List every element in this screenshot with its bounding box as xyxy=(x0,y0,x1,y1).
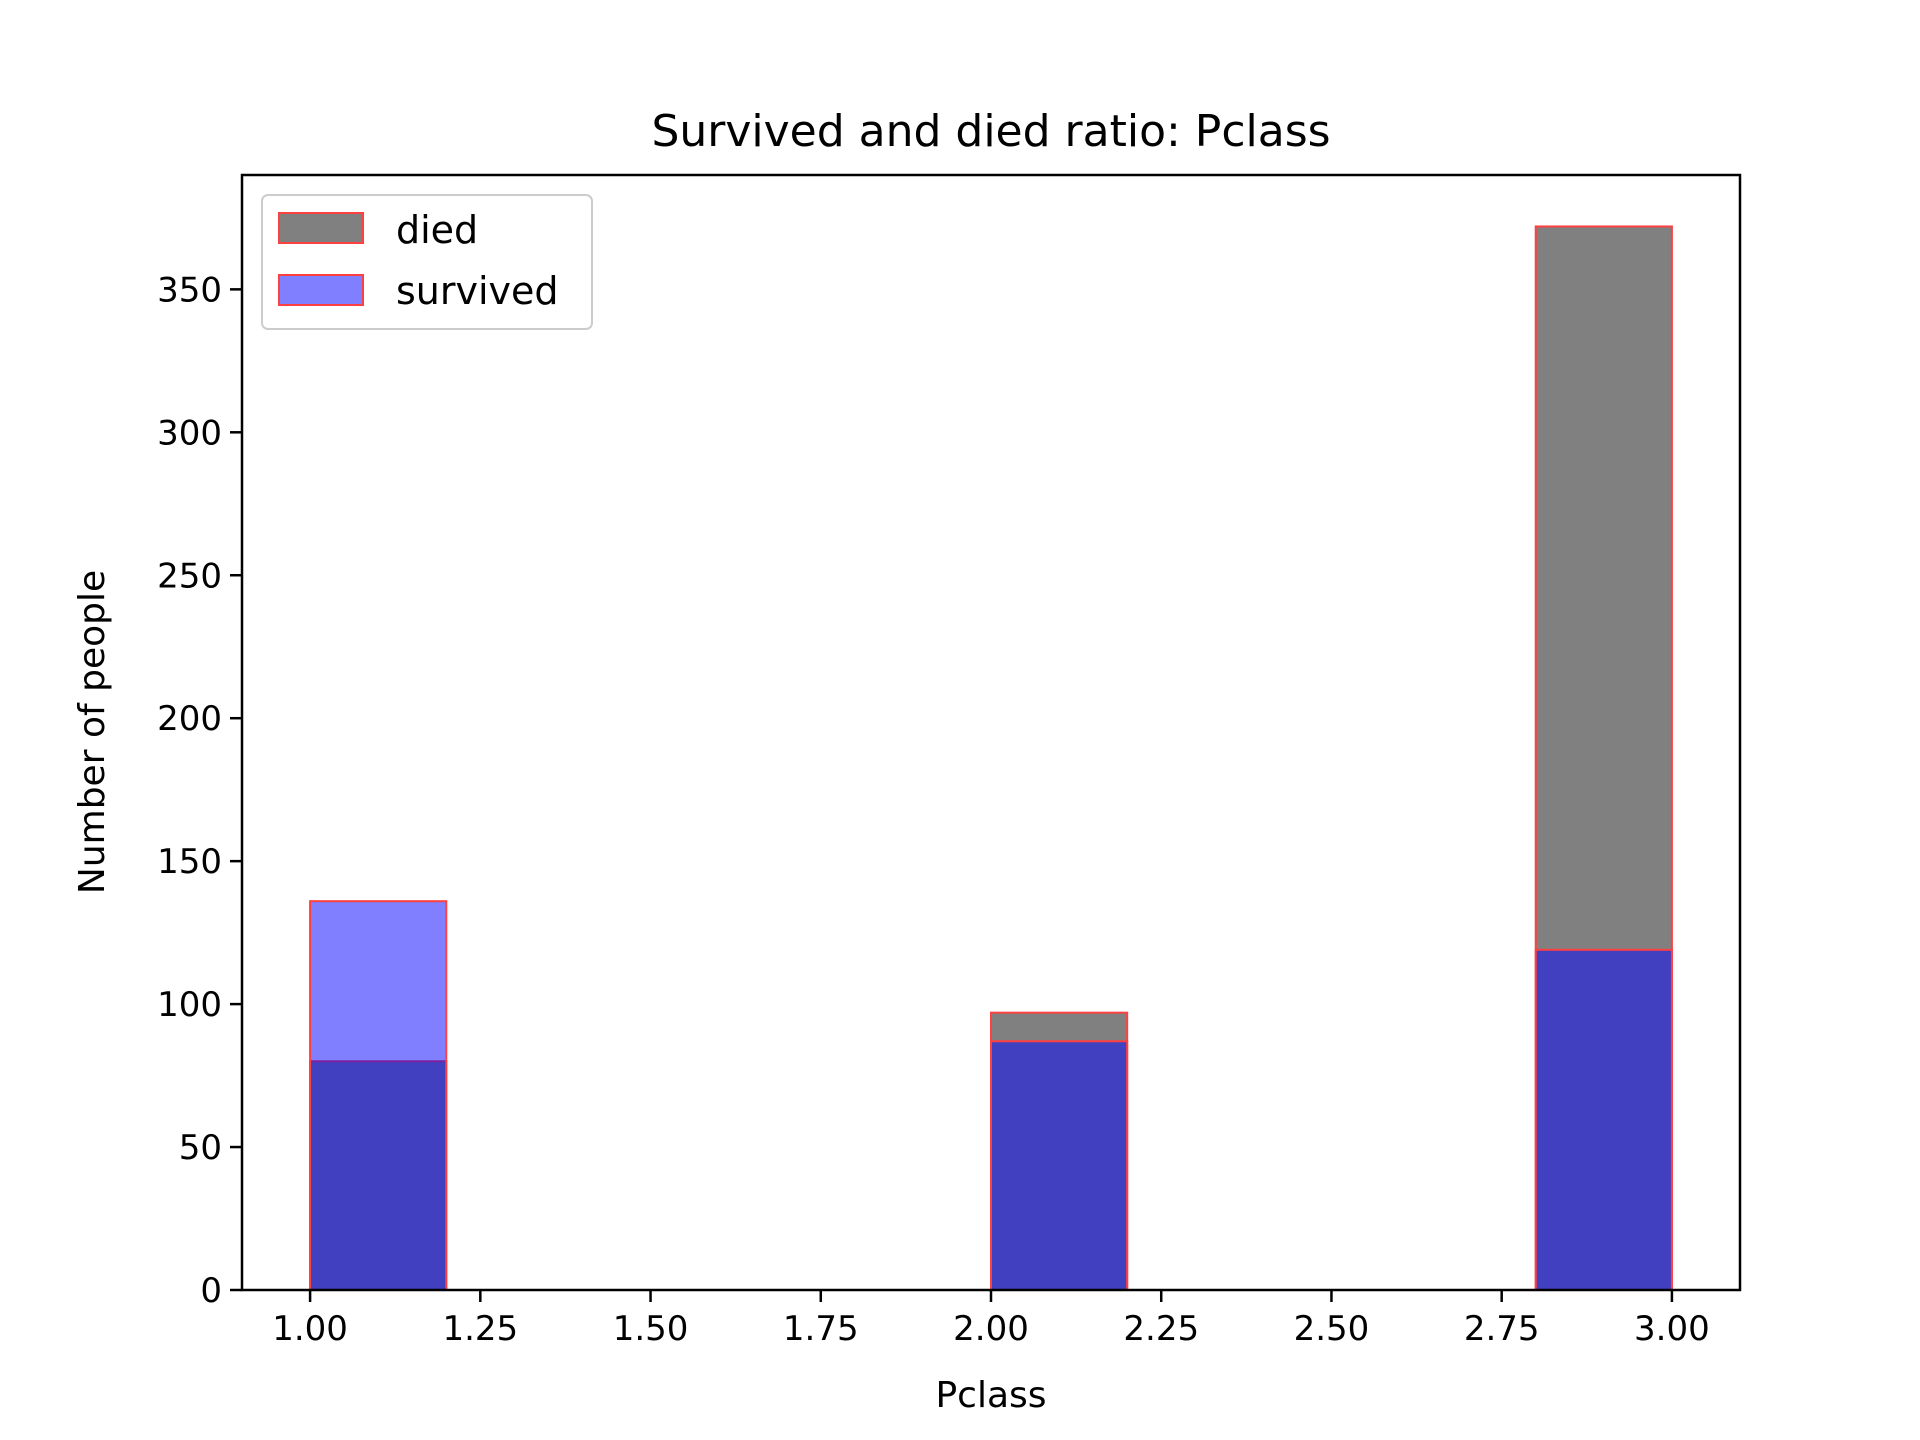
y-tick-label-6: 300 xyxy=(157,413,222,453)
legend: died survived xyxy=(261,194,593,330)
y-tick-label-2: 100 xyxy=(157,985,222,1025)
bar-survived-5 xyxy=(990,1040,1129,1292)
legend-label-survived: survived xyxy=(396,269,559,313)
x-tick-label-2: 1.50 xyxy=(613,1309,689,1349)
bars-group xyxy=(309,225,1673,1292)
x-tick-label-4: 2.00 xyxy=(953,1309,1029,1349)
y-tick-label-3: 150 xyxy=(157,842,222,882)
y-axis-label: Number of people xyxy=(72,570,113,894)
x-axis-label: Pclass xyxy=(935,1375,1046,1416)
x-tick-label-3: 1.75 xyxy=(783,1309,859,1349)
x-tick-label-8: 3.00 xyxy=(1634,1309,1710,1349)
bar-survived-9 xyxy=(1534,948,1673,1291)
y-axis-ticks: 0 50 100 150 200 250 300 350 xyxy=(157,270,242,1311)
y-tick-label-5: 250 xyxy=(157,556,222,596)
legend-swatch-survived xyxy=(278,274,364,306)
y-tick-label-0: 0 xyxy=(200,1271,222,1311)
x-tick-label-6: 2.50 xyxy=(1294,1309,1370,1349)
bar-survived-0 xyxy=(309,900,448,1292)
y-tick-label-1: 50 xyxy=(179,1128,222,1168)
x-tick-label-7: 2.75 xyxy=(1464,1309,1540,1349)
legend-swatch-died xyxy=(278,212,364,244)
legend-label-died: died xyxy=(396,208,478,252)
x-tick-label-0: 1.00 xyxy=(272,1309,348,1349)
y-tick-label-4: 200 xyxy=(157,699,222,739)
chart-title: Survived and died ratio: Pclass xyxy=(651,106,1330,157)
x-tick-label-5: 2.25 xyxy=(1123,1309,1199,1349)
x-tick-label-1: 1.25 xyxy=(442,1309,518,1349)
y-tick-label-7: 350 xyxy=(157,270,222,310)
x-axis-ticks: 1.00 1.25 1.50 1.75 2.00 2.25 2.50 2.75 3.00 xyxy=(272,1290,1710,1349)
